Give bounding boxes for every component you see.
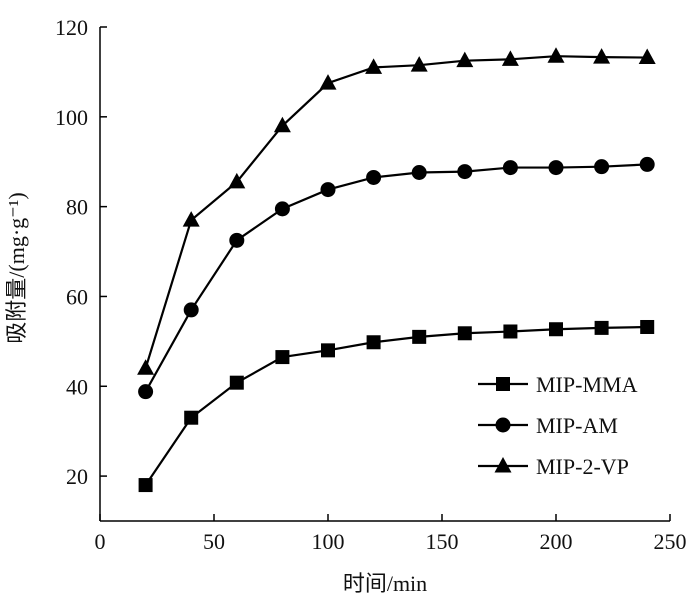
y-tick-label: 100 (55, 105, 88, 130)
data-point (137, 359, 155, 375)
data-point (228, 172, 246, 189)
x-tick-label: 250 (654, 529, 687, 554)
x-tick-label: 100 (312, 529, 345, 554)
data-point (501, 50, 519, 66)
x-axis-ticks: 0 50 100 150 200 250 (95, 514, 687, 554)
series-mip-2-vp (137, 47, 656, 375)
series-mip-am (138, 156, 655, 400)
data-point (457, 164, 473, 180)
data-point (412, 329, 427, 344)
data-point (182, 211, 200, 227)
x-tick-label: 50 (203, 529, 225, 554)
series-layer (137, 47, 656, 493)
y-axis-ticks: 20 40 60 80 100 120 (55, 15, 107, 489)
data-point (549, 322, 563, 337)
data-point (138, 478, 153, 493)
legend-item: MIP-2-VP (478, 454, 629, 479)
legend-item: MIP-AM (478, 413, 618, 438)
data-point (593, 48, 611, 64)
data-point (273, 116, 291, 133)
data-point (365, 58, 383, 74)
y-tick-label: 20 (66, 464, 88, 489)
data-point (320, 182, 336, 198)
data-point (547, 47, 565, 63)
legend-item: MIP-MMA (478, 372, 638, 397)
data-point (638, 48, 656, 65)
y-tick-label: 60 (66, 284, 88, 309)
legend-marker (495, 417, 511, 433)
legend-marker (494, 457, 512, 473)
legend-label: MIP-MMA (536, 372, 638, 397)
data-point (640, 319, 655, 334)
legend-marker (496, 377, 510, 391)
data-point (229, 375, 244, 390)
y-tick-label: 40 (66, 374, 88, 399)
x-tick-label: 0 (95, 529, 106, 554)
legend: MIP-MMA MIP-AM MIP-2-VP (478, 372, 638, 479)
series-line (144, 55, 648, 369)
x-tick-label: 150 (426, 529, 459, 554)
data-point (548, 160, 564, 176)
axes (99, 27, 670, 522)
data-point (502, 160, 518, 176)
legend-label: MIP-2-VP (536, 454, 629, 479)
data-point (456, 51, 474, 68)
data-point (138, 384, 154, 400)
series-line (144, 163, 648, 393)
data-point (229, 232, 245, 248)
legend-label: MIP-AM (536, 413, 618, 438)
y-tick-label: 120 (55, 15, 88, 40)
data-point (275, 350, 290, 365)
data-point (366, 169, 382, 185)
data-point (457, 326, 472, 341)
series-line (144, 325, 648, 486)
series-mip-mma (138, 319, 655, 493)
x-axis-title: 时间/min (343, 571, 427, 596)
data-point (184, 410, 199, 425)
data-point (411, 165, 427, 181)
data-point (319, 74, 337, 90)
data-point (503, 324, 518, 339)
data-point (366, 335, 381, 350)
data-point (594, 320, 609, 335)
y-tick-label: 80 (66, 195, 88, 220)
data-point (183, 302, 199, 318)
data-point (321, 343, 335, 358)
y-axis-title: 吸附量/(mg·g⁻¹) (4, 192, 29, 343)
data-point (410, 56, 428, 72)
x-tick-label: 200 (540, 529, 573, 554)
data-point (594, 159, 610, 175)
data-point (639, 156, 655, 172)
data-point (274, 201, 290, 217)
